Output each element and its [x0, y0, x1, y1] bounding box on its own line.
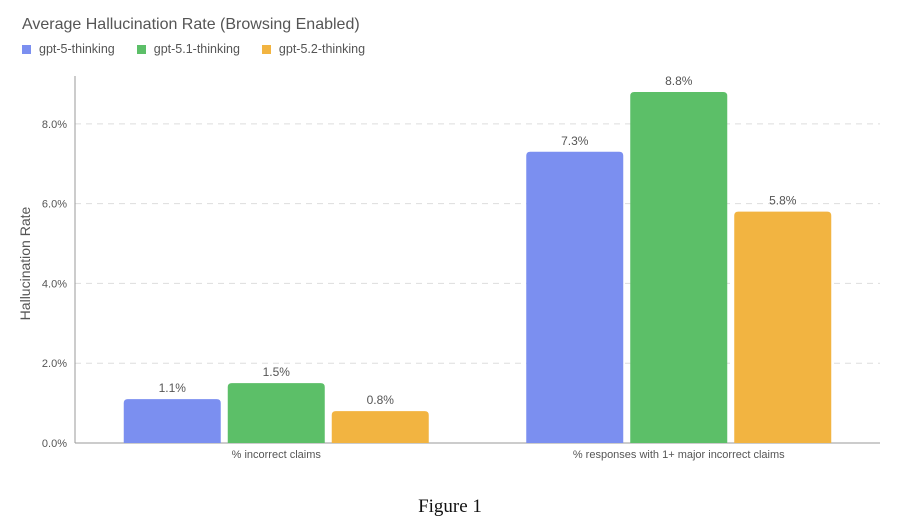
- legend-item-gpt-5-2-thinking: gpt-5.2-thinking: [261, 42, 366, 56]
- bar-gpt-5-2-thinking-0: [331, 411, 429, 443]
- legend-label-gpt-5-2-thinking: gpt-5.2-thinking: [278, 42, 366, 56]
- y-axis-label: Hallucination Rate: [17, 206, 33, 320]
- y-tick-label: 6.0%: [42, 199, 67, 211]
- chart-title: Average Hallucination Rate (Browsing Ena…: [22, 16, 360, 33]
- x-category-label: % responses with 1+ major incorrect clai…: [573, 449, 785, 461]
- legend-swatch-gpt-5-2-thinking: [261, 44, 271, 54]
- bar-gpt-5-thinking-0: [123, 399, 221, 443]
- data-label: 0.8%: [367, 393, 395, 407]
- y-tick-label: 8.0%: [42, 119, 67, 131]
- bar-gpt-5-1-thinking-1: [630, 91, 728, 444]
- legend-swatch-gpt-5-thinking: [22, 44, 31, 54]
- data-label: 8.8%: [665, 74, 693, 88]
- legend: gpt-5-thinking gpt-5.1-thinking gpt-5.2-…: [22, 42, 365, 56]
- bar-gpt-5-thinking-1: [526, 151, 624, 444]
- legend-swatch-gpt-5-1-thinking: [136, 44, 146, 54]
- data-label: 1.5%: [263, 365, 291, 379]
- legend-label-gpt-5-thinking: gpt-5-thinking: [39, 42, 115, 56]
- legend-item-gpt-5-thinking: gpt-5-thinking: [22, 42, 115, 56]
- bar-gpt-5-1-thinking-0: [227, 383, 325, 443]
- data-label: 7.3%: [561, 134, 589, 148]
- bar-chart: 0.0% 2.0% 4.0% 6.0% 8.0% Hallucination Rate 1.…: [17, 74, 880, 461]
- y-tick-label: 4.0%: [42, 278, 67, 290]
- data-label: 5.8%: [769, 194, 797, 208]
- bar-gpt-5-2-thinking-1: [734, 211, 832, 443]
- figure-caption: Figure 1: [418, 496, 482, 517]
- data-label: 1.1%: [159, 381, 187, 395]
- y-tick-label: 2.0%: [42, 358, 67, 370]
- legend-item-gpt-5-1-thinking: gpt-5.1-thinking: [136, 42, 240, 56]
- x-category-label: % incorrect claims: [232, 449, 322, 461]
- legend-label-gpt-5-1-thinking: gpt-5.1-thinking: [153, 42, 240, 56]
- y-tick-label: 0.0%: [42, 438, 67, 450]
